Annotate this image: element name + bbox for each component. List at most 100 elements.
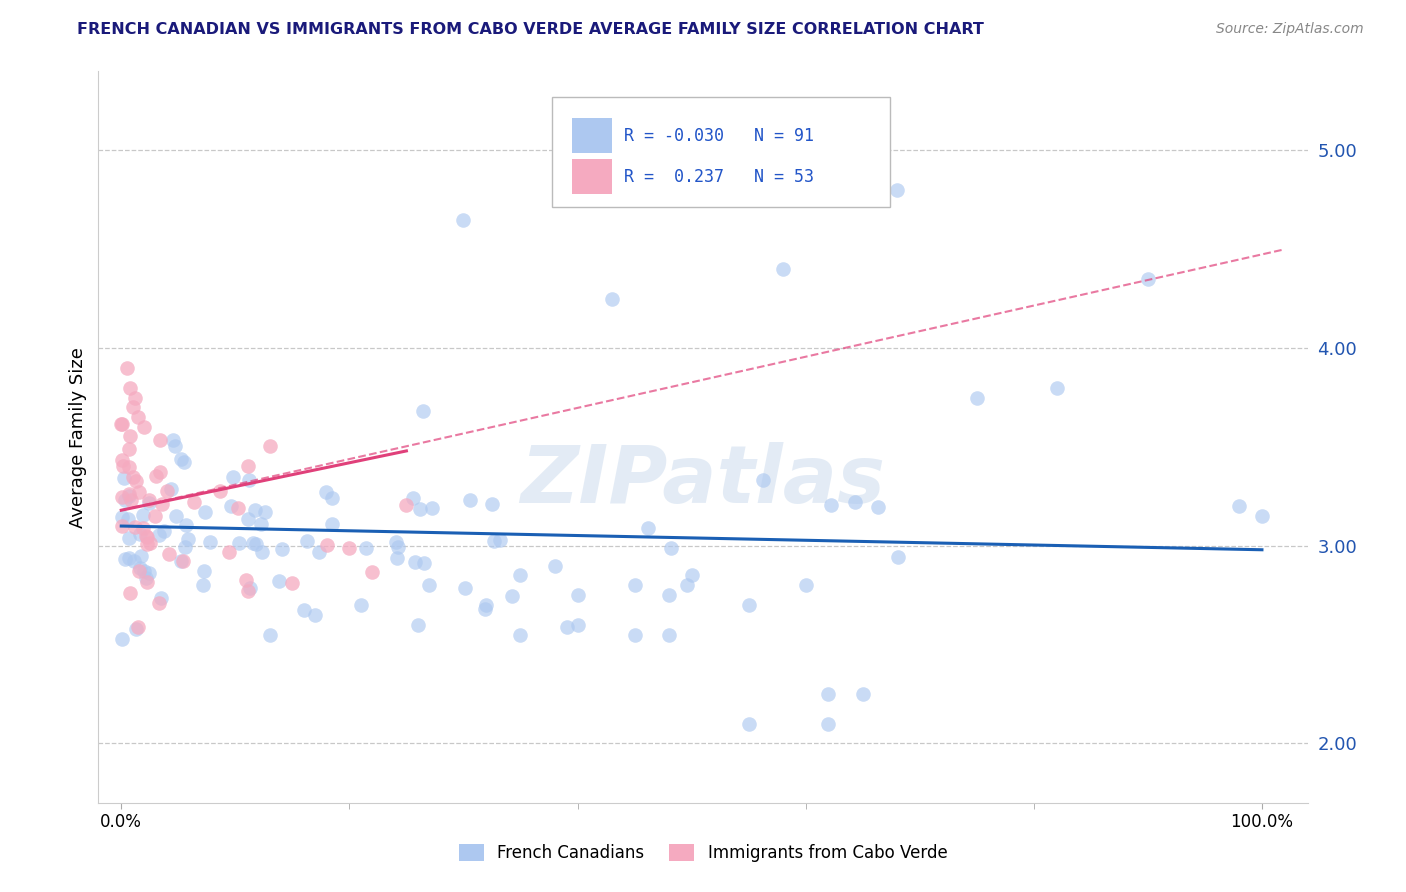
Point <box>292 603 315 617</box>
Point <box>114 552 136 566</box>
Point <box>387 540 409 554</box>
FancyBboxPatch shape <box>551 97 890 207</box>
Point <box>751 473 773 487</box>
Point <box>118 550 141 565</box>
Point <box>245 537 267 551</box>
Point <box>321 491 343 506</box>
Point <box>135 571 157 585</box>
Point <box>183 495 205 509</box>
Point <box>114 493 136 508</box>
Point <box>156 484 179 499</box>
Point <box>658 628 681 642</box>
Point <box>111 490 134 504</box>
Point <box>886 183 908 197</box>
Point <box>817 716 839 731</box>
Point <box>191 577 214 591</box>
Point <box>887 549 910 564</box>
Point <box>110 417 132 431</box>
Point <box>148 528 170 542</box>
Point <box>418 578 440 592</box>
Point <box>138 496 160 510</box>
Point <box>420 501 443 516</box>
Bar <box>572 118 613 153</box>
Text: R =  0.237   N = 53: R = 0.237 N = 53 <box>624 168 814 186</box>
Point <box>637 521 659 535</box>
Point <box>138 493 160 508</box>
Point <box>112 471 135 485</box>
Point <box>193 565 215 579</box>
Point <box>208 484 231 499</box>
Point <box>235 574 257 588</box>
Point <box>249 516 271 531</box>
Point <box>110 453 132 467</box>
Point <box>1046 381 1069 395</box>
Point <box>129 526 152 541</box>
Point <box>174 517 197 532</box>
Point <box>165 509 187 524</box>
Point <box>143 509 166 524</box>
Point <box>239 581 262 595</box>
Point <box>623 578 645 592</box>
Point <box>395 498 418 512</box>
Point <box>124 519 146 533</box>
Point <box>135 529 157 543</box>
Point <box>177 532 200 546</box>
Point <box>245 503 267 517</box>
Point <box>139 535 162 549</box>
Text: FRENCH CANADIAN VS IMMIGRANTS FROM CABO VERDE AVERAGE FAMILY SIZE CORRELATION CH: FRENCH CANADIAN VS IMMIGRANTS FROM CABO … <box>77 22 984 37</box>
Bar <box>572 159 613 194</box>
Point <box>297 534 319 549</box>
Point <box>308 545 330 559</box>
Point <box>117 487 139 501</box>
Point <box>321 517 343 532</box>
Point <box>118 442 141 457</box>
Point <box>817 687 839 701</box>
Point <box>1251 509 1274 524</box>
Point <box>128 564 150 578</box>
Point <box>169 554 191 568</box>
Point <box>118 429 141 443</box>
Point <box>475 598 498 612</box>
Point <box>128 484 150 499</box>
Point <box>242 535 264 549</box>
Point <box>226 500 249 515</box>
Point <box>501 590 523 604</box>
Point <box>236 512 259 526</box>
Point <box>385 534 408 549</box>
Point <box>281 576 304 591</box>
Point <box>350 598 373 612</box>
Point <box>250 545 273 559</box>
Point <box>1227 500 1250 514</box>
Point <box>259 439 281 453</box>
Point <box>118 585 141 599</box>
Point <box>658 588 681 602</box>
Point <box>454 581 477 595</box>
Point <box>150 591 173 606</box>
Point <box>228 536 250 550</box>
Point <box>794 578 817 592</box>
Point <box>194 504 217 518</box>
Point <box>236 459 259 474</box>
Point <box>149 434 172 448</box>
Point <box>173 455 195 469</box>
Point <box>134 565 156 579</box>
Text: R = -0.030   N = 91: R = -0.030 N = 91 <box>624 127 814 145</box>
Point <box>737 598 759 612</box>
Point <box>238 473 260 487</box>
Point <box>555 620 578 634</box>
Point <box>271 542 294 557</box>
Point <box>567 588 589 602</box>
Point <box>404 556 426 570</box>
Point <box>406 618 429 632</box>
Point <box>127 620 149 634</box>
Point <box>200 535 222 549</box>
Point <box>112 459 135 474</box>
Point <box>361 565 384 579</box>
Point <box>138 566 160 581</box>
Point <box>488 533 510 548</box>
Point <box>132 420 155 434</box>
Point <box>681 568 703 582</box>
Point <box>315 538 337 552</box>
Point <box>120 381 142 395</box>
Point <box>125 475 148 489</box>
